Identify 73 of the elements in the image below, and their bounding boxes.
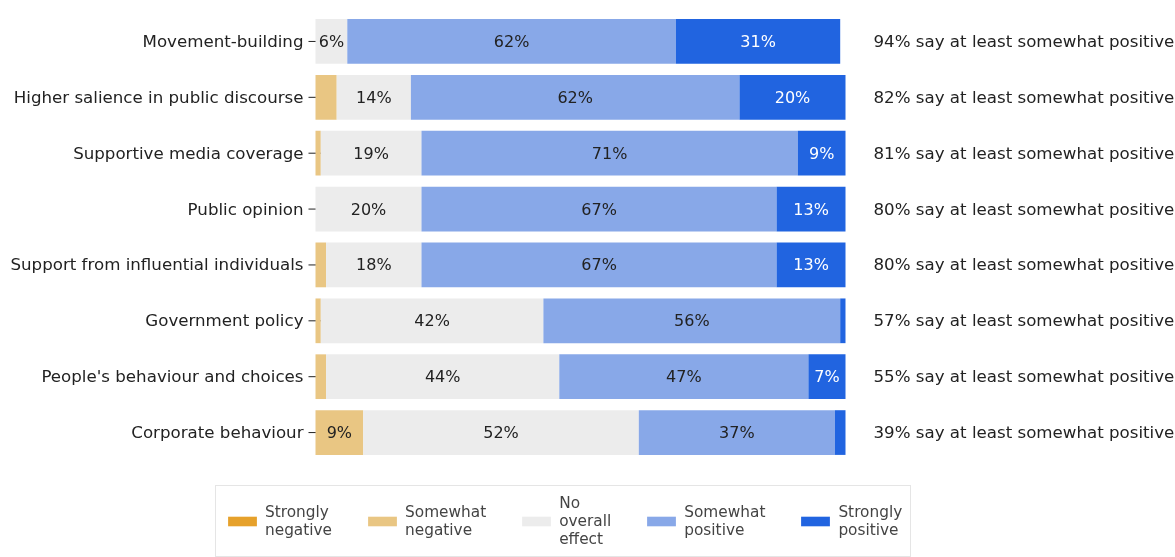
- legend-label: No overall effect: [559, 494, 612, 548]
- y-tick-label: Government policy: [145, 311, 304, 331]
- text: 94% say at least somewhat positive: [873, 31, 1175, 51]
- legend-label: Somewhat negative: [405, 503, 487, 539]
- data-label: 13%: [793, 255, 829, 275]
- bar: [797, 130, 846, 176]
- bar: [638, 410, 835, 455]
- bar: [315, 354, 327, 400]
- data-label: 67%: [581, 199, 617, 219]
- legend-label: Strongly negative: [265, 503, 333, 539]
- y-tick-label: Movement-building: [142, 31, 304, 51]
- data-label: 14%: [356, 87, 392, 107]
- text: 55% say at least somewhat positive: [873, 367, 1175, 387]
- text: 57% say at least somewhat positive: [873, 311, 1175, 331]
- bar: [739, 74, 846, 120]
- data-label: 62%: [557, 87, 593, 107]
- data-label: 9%: [326, 423, 353, 443]
- bar: [776, 242, 846, 288]
- bar: [543, 298, 841, 344]
- bar: [559, 354, 809, 400]
- bar: [315, 74, 337, 120]
- data-label: 52%: [483, 423, 519, 443]
- bar: [315, 186, 422, 232]
- y-tick-label: Support from influential individuals: [10, 255, 304, 275]
- bar: [410, 74, 740, 120]
- data-label: 42%: [414, 311, 450, 331]
- data-label: 20%: [774, 87, 811, 107]
- data-label: 7%: [814, 367, 840, 387]
- y-tick-label: Supportive media coverage: [73, 143, 304, 163]
- text: 81% say at least somewhat positive: [873, 143, 1175, 163]
- data-label: 44%: [424, 367, 461, 387]
- bar: [675, 19, 841, 64]
- data-label: 62%: [493, 31, 530, 51]
- bar: [315, 298, 321, 344]
- bar: [320, 298, 544, 344]
- bar: [808, 354, 846, 400]
- data-label: 71%: [591, 143, 628, 163]
- bar: [320, 130, 422, 176]
- data-label: 47%: [666, 367, 702, 387]
- bar: [421, 242, 777, 288]
- data-label: 37%: [719, 423, 755, 443]
- legend-label: Somewhat positive: [684, 503, 766, 539]
- bar: [315, 410, 364, 455]
- data-label: 9%: [808, 143, 835, 163]
- bar: [347, 19, 676, 64]
- y-tick-label: Corporate behaviour: [131, 423, 304, 443]
- legend-label: Strongly positive: [838, 503, 903, 539]
- bar: [421, 186, 777, 232]
- data-label: 6%: [318, 31, 345, 51]
- bar: [421, 130, 798, 176]
- data-label: 20%: [350, 199, 387, 219]
- data-label: 67%: [581, 255, 617, 275]
- text: 80% say at least somewhat positive: [873, 199, 1175, 219]
- data-label: 56%: [674, 311, 710, 331]
- bar: [834, 410, 846, 455]
- data-label: 31%: [740, 31, 776, 51]
- y-tick-label: Higher salience in public discourse: [13, 87, 304, 107]
- bar: [315, 130, 321, 176]
- data-label: 19%: [353, 143, 389, 163]
- bar: [840, 298, 846, 344]
- text: 80% say at least somewhat positive: [873, 255, 1175, 275]
- data-label: 13%: [793, 199, 829, 219]
- bar: [363, 410, 639, 455]
- bar: [315, 242, 327, 288]
- text: 39% say at least somewhat positive: [873, 423, 1175, 443]
- bar: [326, 242, 422, 288]
- bar: [336, 74, 411, 120]
- text: 82% say at least somewhat positive: [873, 87, 1175, 107]
- bar: [776, 186, 846, 232]
- bar: [326, 354, 560, 400]
- y-tick-label: People's behaviour and choices: [41, 367, 304, 387]
- y-tick-label: Public opinion: [187, 199, 304, 219]
- data-label: 18%: [356, 255, 392, 275]
